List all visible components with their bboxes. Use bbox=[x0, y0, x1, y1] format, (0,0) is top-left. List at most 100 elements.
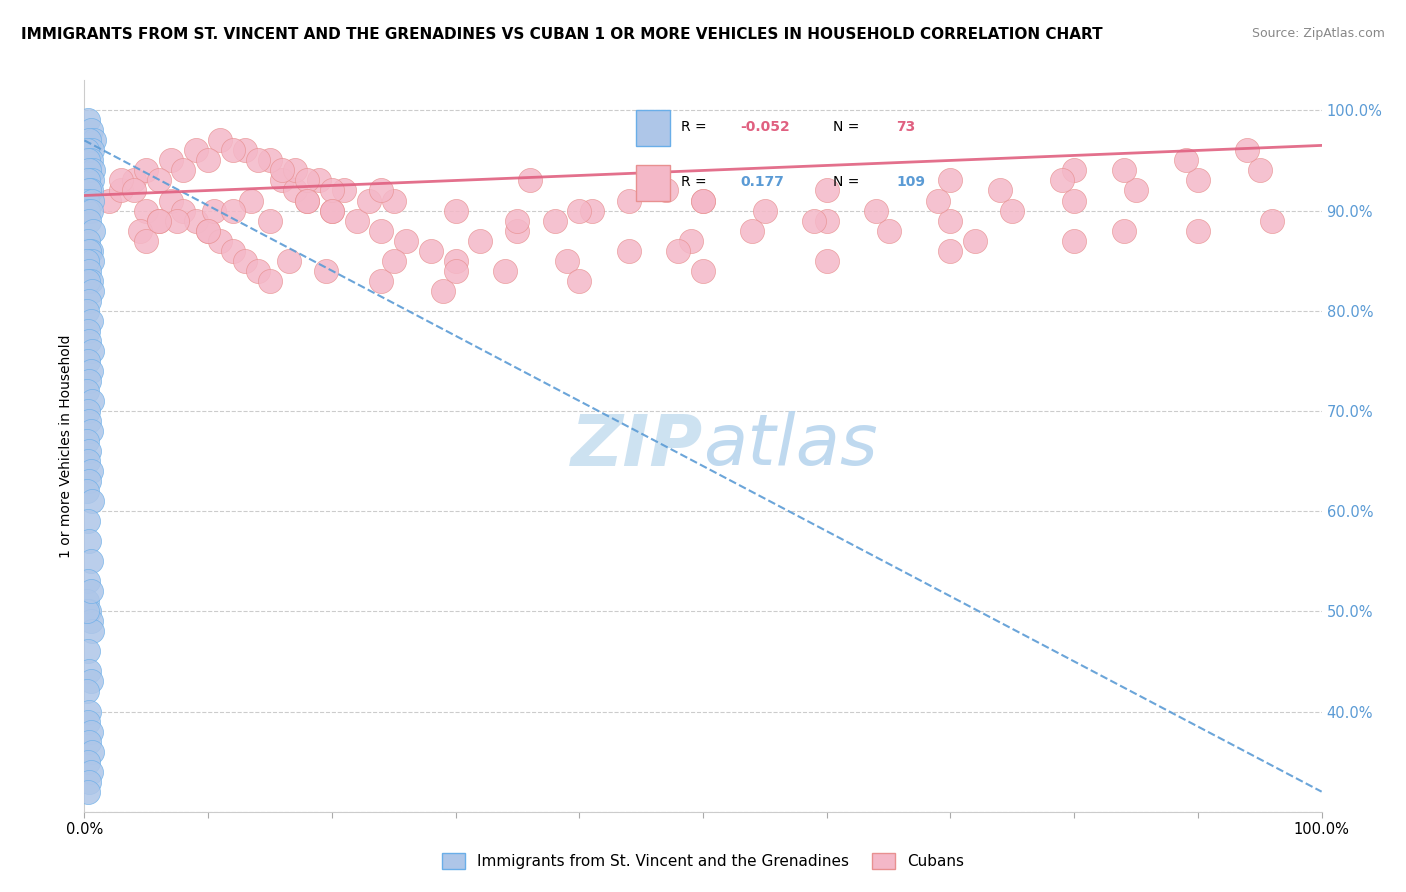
Point bbox=[444, 203, 467, 218]
Point bbox=[803, 213, 825, 227]
Point bbox=[110, 184, 132, 198]
Point bbox=[184, 144, 207, 158]
Point bbox=[79, 705, 101, 719]
Point bbox=[80, 194, 103, 208]
Point bbox=[79, 584, 101, 599]
Point bbox=[939, 213, 962, 227]
Point bbox=[321, 203, 343, 218]
Point bbox=[80, 173, 103, 187]
Point bbox=[77, 514, 100, 528]
Point bbox=[80, 494, 103, 508]
Point bbox=[76, 684, 98, 698]
Point bbox=[222, 244, 245, 258]
Point bbox=[197, 153, 219, 168]
Point bbox=[233, 144, 256, 158]
Point bbox=[346, 213, 368, 227]
Point bbox=[79, 163, 101, 178]
Point bbox=[172, 203, 194, 218]
Point bbox=[80, 393, 103, 408]
Point bbox=[79, 274, 101, 288]
Point bbox=[80, 144, 103, 158]
Point bbox=[98, 194, 121, 208]
Point bbox=[77, 755, 100, 769]
Point bbox=[209, 234, 232, 248]
Point bbox=[79, 244, 101, 258]
Point bbox=[77, 644, 100, 658]
Legend: Immigrants from St. Vincent and the Grenadines, Cubans: Immigrants from St. Vincent and the Gren… bbox=[436, 847, 970, 875]
Point bbox=[1063, 234, 1085, 248]
Point bbox=[1063, 194, 1085, 208]
Point bbox=[79, 444, 101, 458]
Point bbox=[79, 184, 101, 198]
Point bbox=[82, 223, 104, 237]
Point bbox=[202, 203, 225, 218]
Point bbox=[506, 223, 529, 237]
Point bbox=[815, 253, 838, 268]
Point bbox=[79, 774, 101, 789]
Point bbox=[284, 163, 307, 178]
Point bbox=[370, 223, 392, 237]
Point bbox=[80, 343, 103, 358]
Point bbox=[965, 234, 987, 248]
Point bbox=[568, 274, 591, 288]
Point bbox=[79, 534, 101, 549]
Point bbox=[79, 213, 101, 227]
Point bbox=[80, 284, 103, 298]
Text: Source: ZipAtlas.com: Source: ZipAtlas.com bbox=[1251, 27, 1385, 40]
Point bbox=[129, 223, 152, 237]
Point bbox=[617, 244, 640, 258]
Point bbox=[357, 194, 380, 208]
Point bbox=[110, 173, 132, 187]
Point bbox=[77, 714, 100, 729]
Point bbox=[148, 213, 170, 227]
Point bbox=[79, 464, 101, 478]
Point bbox=[160, 153, 183, 168]
Point bbox=[77, 274, 100, 288]
Point bbox=[543, 213, 565, 227]
Point bbox=[76, 594, 98, 608]
Point bbox=[432, 284, 454, 298]
Point bbox=[83, 133, 105, 147]
Point bbox=[1050, 173, 1073, 187]
Point bbox=[395, 234, 418, 248]
Point bbox=[315, 263, 337, 277]
Point bbox=[79, 474, 101, 488]
Point bbox=[77, 203, 100, 218]
Point bbox=[79, 203, 101, 218]
Point bbox=[1236, 144, 1258, 158]
Point bbox=[988, 184, 1011, 198]
Point bbox=[692, 194, 714, 208]
Point bbox=[877, 223, 900, 237]
Point bbox=[295, 194, 318, 208]
Point bbox=[148, 173, 170, 187]
Text: ZIP: ZIP bbox=[571, 411, 703, 481]
Point bbox=[568, 203, 591, 218]
Point bbox=[494, 263, 516, 277]
Point bbox=[79, 734, 101, 748]
Point bbox=[444, 263, 467, 277]
Point bbox=[79, 133, 101, 147]
Point bbox=[79, 263, 101, 277]
Point bbox=[277, 253, 299, 268]
Point bbox=[122, 184, 145, 198]
Point bbox=[79, 153, 101, 168]
Point bbox=[1125, 184, 1147, 198]
Point bbox=[77, 454, 100, 468]
Text: atlas: atlas bbox=[703, 411, 877, 481]
Point bbox=[370, 184, 392, 198]
Point bbox=[295, 194, 318, 208]
Point bbox=[519, 173, 541, 187]
Point bbox=[382, 194, 405, 208]
Point bbox=[76, 194, 98, 208]
Point bbox=[79, 244, 101, 258]
Text: IMMIGRANTS FROM ST. VINCENT AND THE GRENADINES VS CUBAN 1 OR MORE VEHICLES IN HO: IMMIGRANTS FROM ST. VINCENT AND THE GREN… bbox=[21, 27, 1102, 42]
Point bbox=[77, 324, 100, 338]
Point bbox=[692, 194, 714, 208]
Point bbox=[321, 184, 343, 198]
Point bbox=[692, 263, 714, 277]
Point bbox=[1063, 163, 1085, 178]
Point bbox=[135, 234, 157, 248]
Point bbox=[382, 253, 405, 268]
Point bbox=[79, 604, 101, 618]
Point bbox=[754, 203, 776, 218]
